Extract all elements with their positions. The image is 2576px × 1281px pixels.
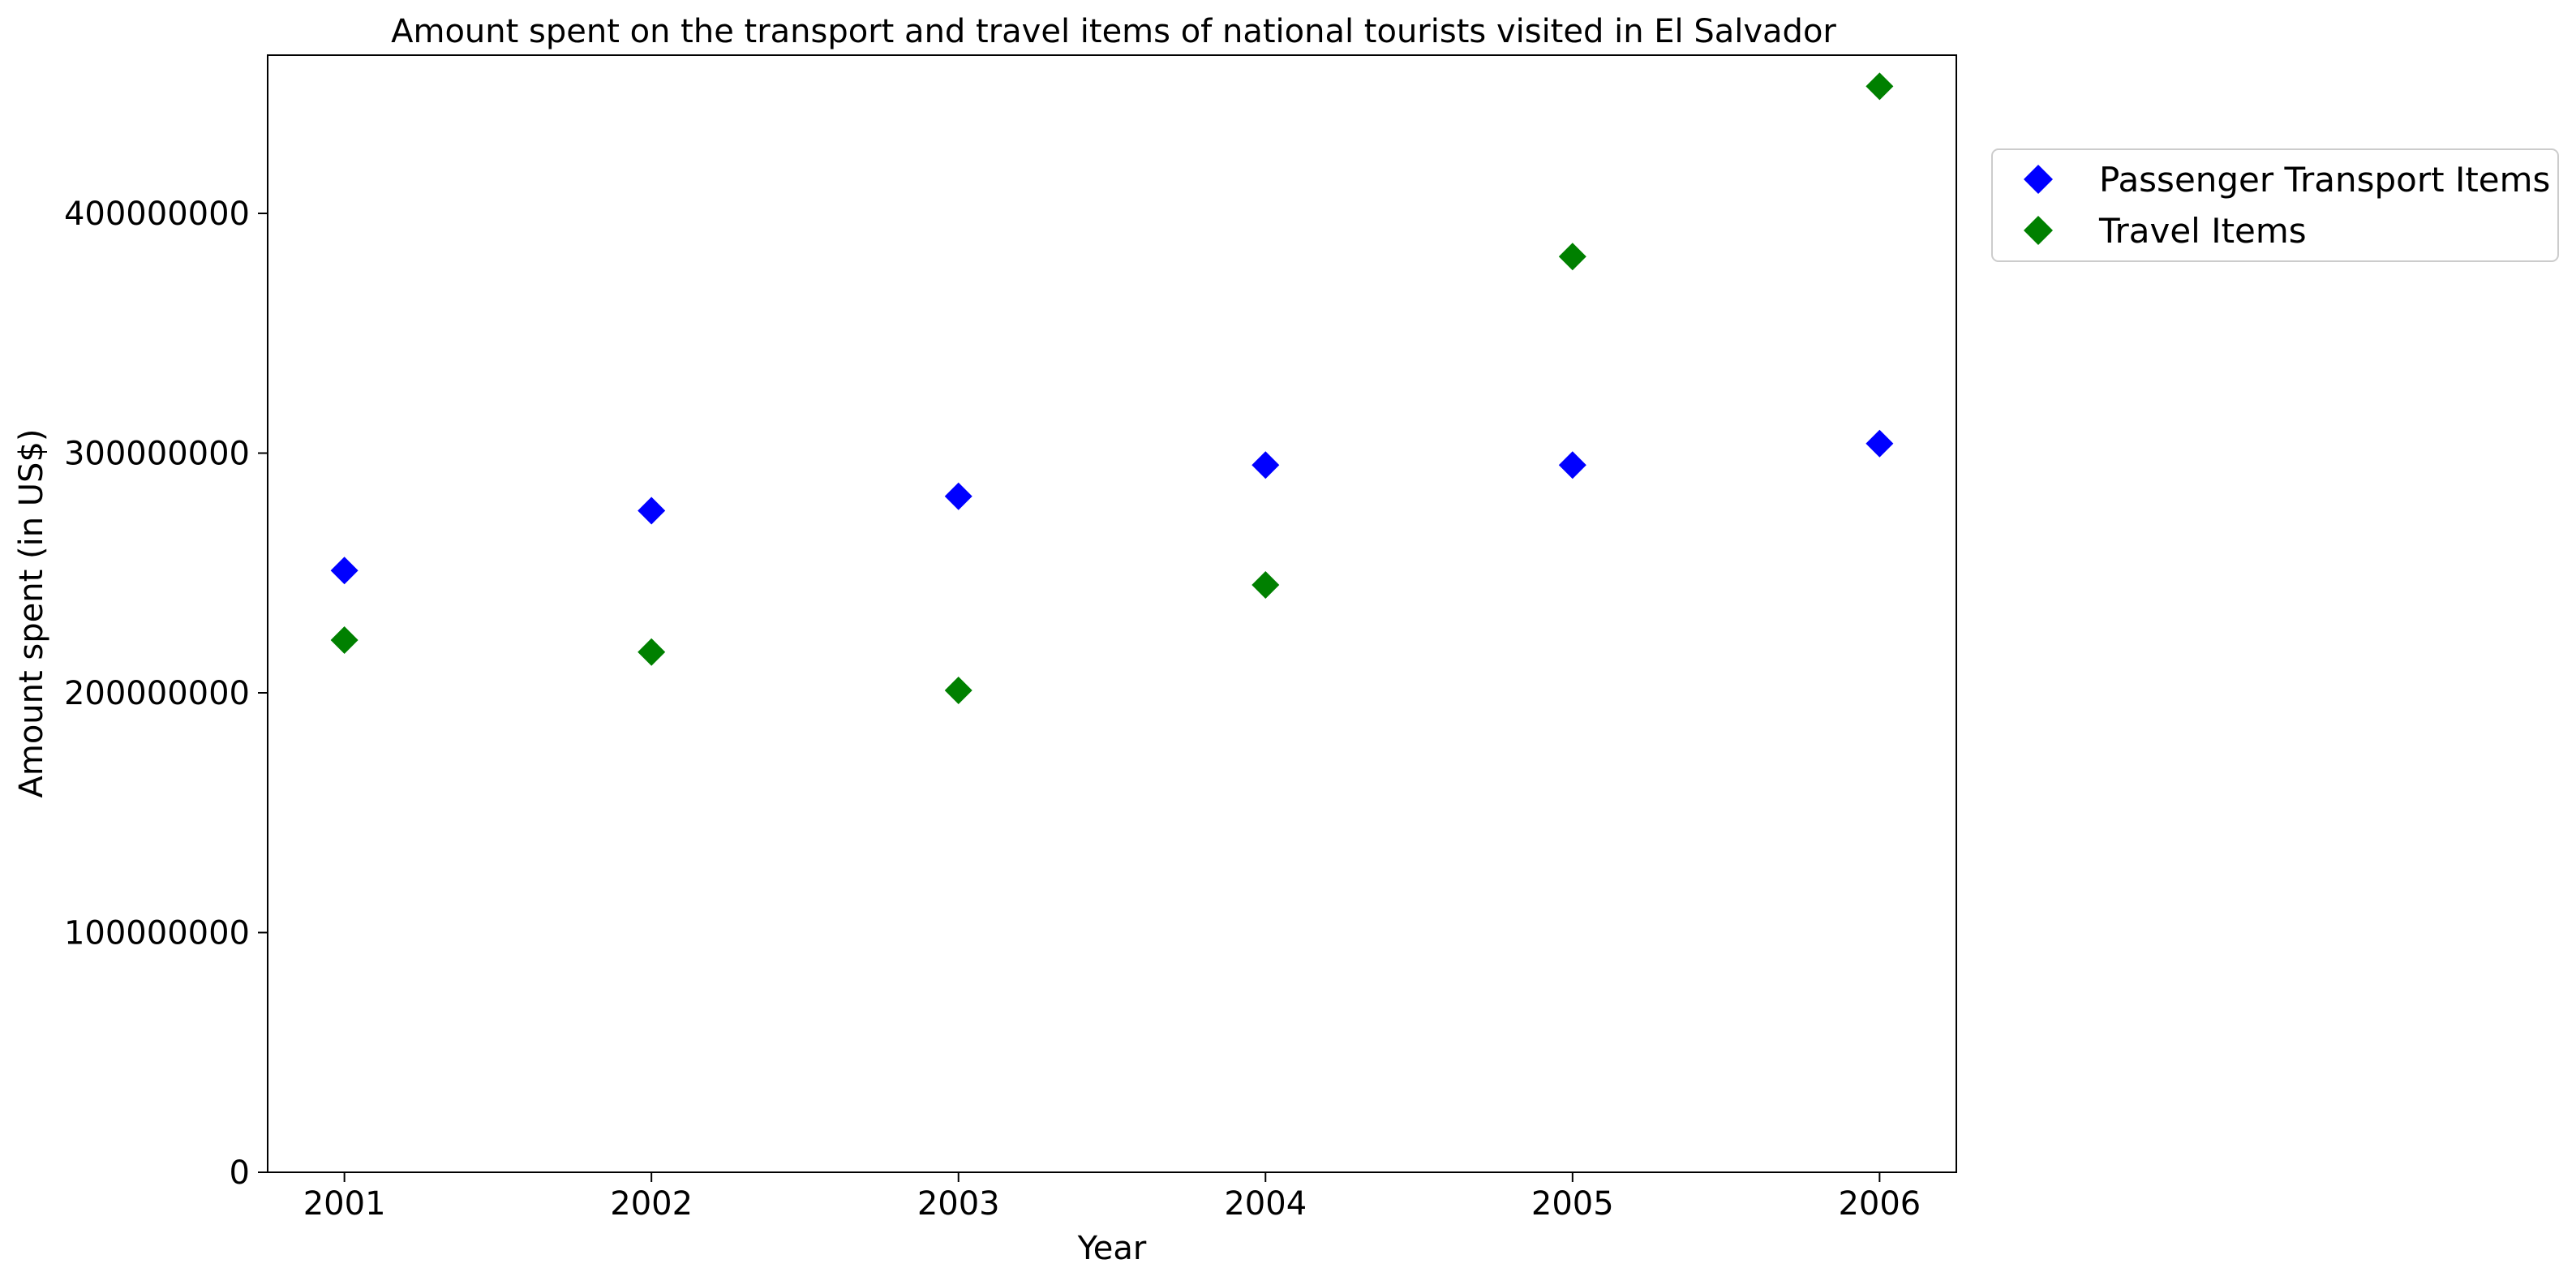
x-axis: 2001 2002 2003 2004 2005 2006 bbox=[303, 1172, 1921, 1223]
data-point-series-1 bbox=[330, 557, 358, 585]
legend: Passenger Transport Items Travel Items bbox=[1991, 148, 2559, 262]
x-axis-title: Year bbox=[1077, 1230, 1147, 1267]
y-axis: 0 100000000 200000000 300000000 400000000 bbox=[64, 196, 268, 1192]
data-point-series-1 bbox=[1252, 451, 1280, 479]
y-axis-title: Amount spent (in US$) bbox=[13, 429, 50, 798]
data-point-series-1 bbox=[638, 496, 666, 525]
legend-label: Travel Items bbox=[2098, 211, 2307, 251]
y-tick-label: 100000000 bbox=[64, 915, 250, 952]
x-tick-label: 2005 bbox=[1531, 1185, 1614, 1223]
legend-label: Passenger Transport Items bbox=[2099, 160, 2550, 200]
y-tick-label: 300000000 bbox=[64, 436, 250, 473]
data-point-series-2 bbox=[638, 638, 666, 666]
chart-title: Amount spent on the transport and travel… bbox=[391, 13, 1836, 50]
y-tick-label: 200000000 bbox=[64, 675, 250, 712]
data-points bbox=[330, 72, 1894, 705]
data-point-series-1 bbox=[944, 482, 972, 510]
data-point-series-2 bbox=[1558, 243, 1586, 271]
data-point-series-2 bbox=[944, 677, 972, 705]
legend-marker bbox=[2024, 165, 2053, 194]
legend-marker bbox=[2024, 216, 2053, 245]
y-tick-label: 400000000 bbox=[64, 196, 250, 233]
data-point-series-2 bbox=[330, 626, 358, 655]
plot-area-frame bbox=[267, 54, 1957, 1173]
data-point-series-1 bbox=[1558, 451, 1586, 479]
legend-frame bbox=[1991, 148, 2559, 262]
data-point-series-2 bbox=[1252, 571, 1280, 600]
x-tick-label: 2001 bbox=[303, 1185, 386, 1223]
x-tick-label: 2002 bbox=[610, 1185, 693, 1223]
x-tick-label: 2003 bbox=[917, 1185, 1000, 1223]
x-tick-label: 2004 bbox=[1224, 1185, 1307, 1223]
x-tick-label: 2006 bbox=[1838, 1185, 1921, 1223]
y-tick-label: 0 bbox=[230, 1154, 250, 1192]
data-point-series-2 bbox=[1865, 72, 1894, 101]
data-point-series-1 bbox=[1865, 429, 1894, 458]
